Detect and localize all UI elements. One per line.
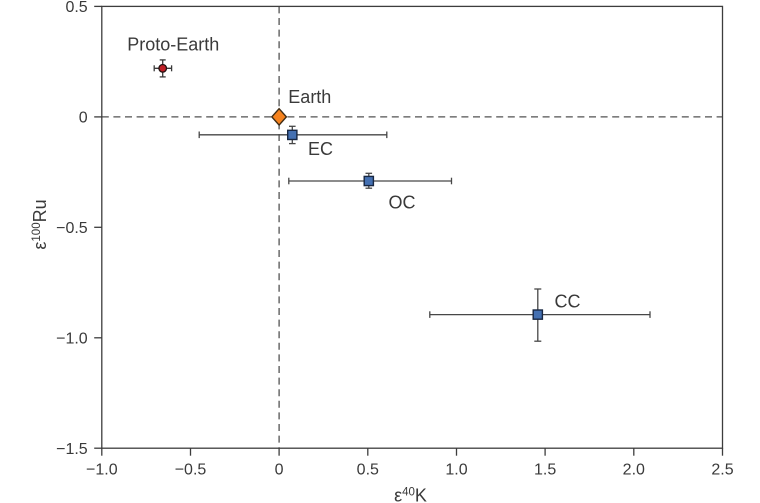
svg-text:2.0: 2.0 (623, 462, 645, 479)
svg-text:0.5: 0.5 (65, 0, 87, 16)
svg-text:Proto-Earth: Proto-Earth (127, 35, 219, 55)
svg-text:−1.0: −1.0 (86, 462, 118, 479)
svg-text:−0.5: −0.5 (56, 220, 88, 237)
svg-text:CC: CC (555, 291, 581, 311)
svg-text:0: 0 (79, 110, 88, 127)
svg-text:−1.5: −1.5 (56, 441, 88, 458)
svg-text:Earth: Earth (288, 87, 331, 107)
svg-text:1.0: 1.0 (445, 462, 467, 479)
svg-text:−1.0: −1.0 (56, 331, 88, 348)
svg-text:−0.5: −0.5 (175, 462, 207, 479)
svg-text:OC: OC (389, 192, 416, 212)
svg-text:1.5: 1.5 (534, 462, 556, 479)
svg-text:0.5: 0.5 (357, 462, 379, 479)
svg-text:EC: EC (308, 139, 333, 159)
svg-text:2.5: 2.5 (711, 462, 733, 479)
svg-text:0: 0 (275, 462, 284, 479)
